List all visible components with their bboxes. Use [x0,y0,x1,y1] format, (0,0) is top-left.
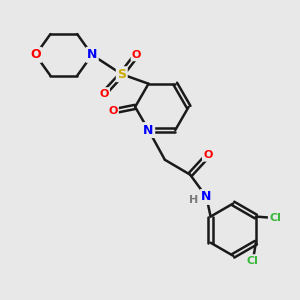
Text: S: S [117,68,126,81]
Text: H: H [189,195,199,205]
Text: N: N [201,190,212,203]
Text: O: O [108,106,118,116]
Text: N: N [143,124,154,136]
Text: O: O [132,50,141,60]
Text: Cl: Cl [247,256,259,266]
Text: O: O [203,150,213,160]
Text: O: O [30,48,41,62]
Text: Cl: Cl [269,213,281,223]
Text: N: N [87,48,97,62]
Text: O: O [99,88,109,98]
